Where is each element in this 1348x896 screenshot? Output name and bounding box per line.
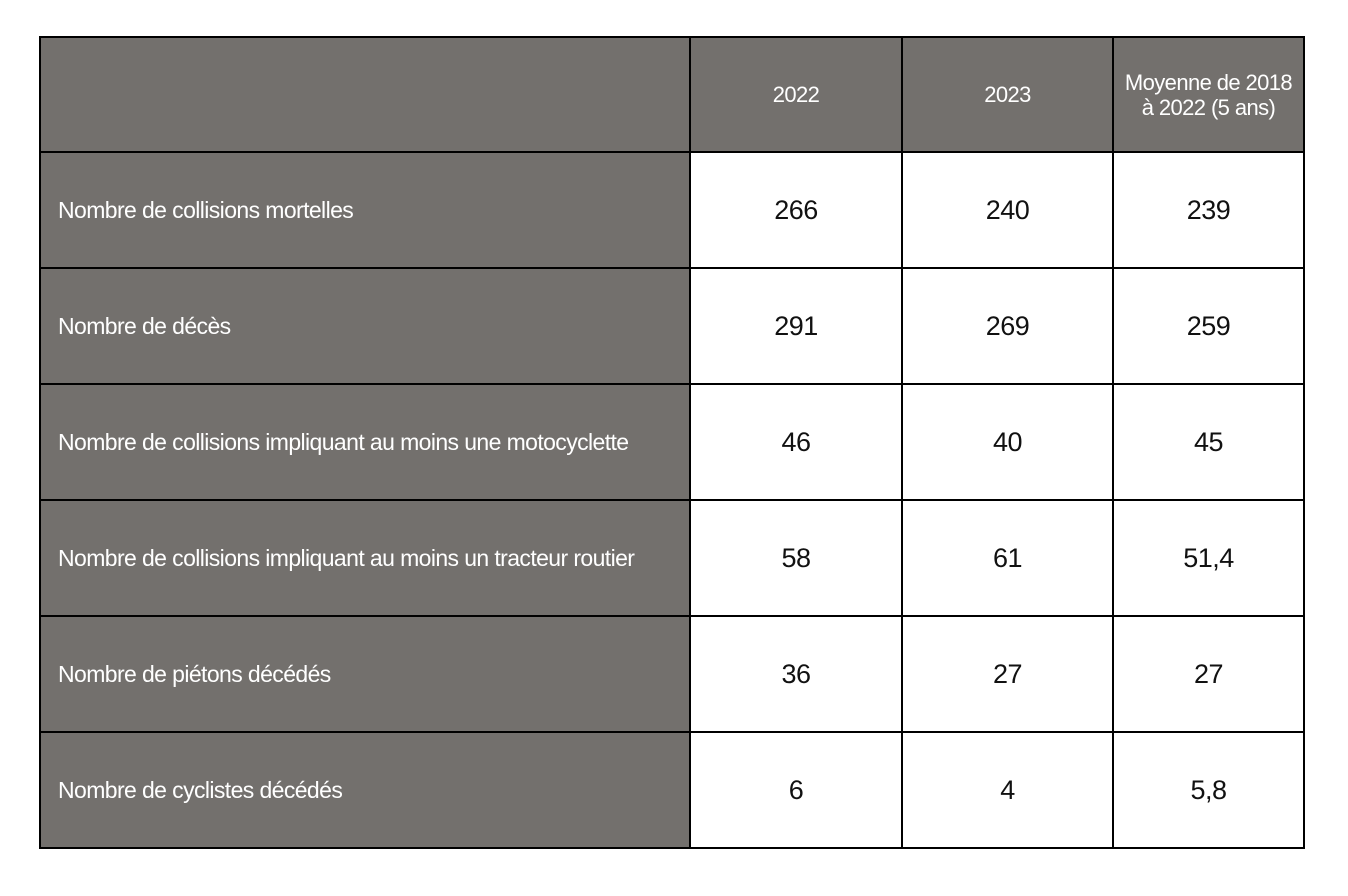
cell-2023: 240 (901, 151, 1114, 269)
collision-statistics-table: 2022 2023 Moyenne de 2018 à 2022 (5 ans)… (39, 36, 1305, 849)
table-row: Nombre de collisions impliquant au moins… (39, 383, 1305, 501)
table-body: Nombre de collisions mortelles 266 240 2… (39, 151, 1305, 849)
header-year-2023: 2023 (901, 36, 1114, 153)
cell-2023: 269 (901, 267, 1114, 385)
cell-2022: 6 (689, 731, 903, 849)
header-corner-cell (39, 36, 691, 153)
cell-average: 51,4 (1112, 499, 1305, 617)
cell-2023: 40 (901, 383, 1114, 501)
table-row: Nombre de piétons décédés 36 27 27 (39, 615, 1305, 733)
header-label: 2022 (772, 82, 820, 107)
table-row: Nombre de collisions impliquant au moins… (39, 499, 1305, 617)
table-row: Nombre de décès 291 269 259 (39, 267, 1305, 385)
header-year-2022: 2022 (689, 36, 903, 153)
cell-2022: 266 (689, 151, 903, 269)
cell-2022: 291 (689, 267, 903, 385)
header-label: Moyenne de 2018 à 2022 (5 ans) (1124, 69, 1293, 120)
row-label-deaths: Nombre de décès (39, 267, 691, 385)
collision-statistics-table-wrapper: 2022 2023 Moyenne de 2018 à 2022 (5 ans)… (39, 36, 1305, 849)
header-label: 2023 (984, 82, 1031, 107)
cell-average: 45 (1112, 383, 1305, 501)
row-label-motorcycle-collisions: Nombre de collisions impliquant au moins… (39, 383, 691, 501)
cell-average: 239 (1112, 151, 1305, 269)
row-label-cyclist-deaths: Nombre de cyclistes décédés (39, 731, 691, 849)
header-five-year-average: Moyenne de 2018 à 2022 (5 ans) (1112, 36, 1305, 153)
cell-average: 259 (1112, 267, 1305, 385)
cell-2022: 46 (689, 383, 903, 501)
cell-2023: 4 (901, 731, 1114, 849)
row-label-tractor-collisions: Nombre de collisions impliquant au moins… (39, 499, 691, 617)
row-label-fatal-collisions: Nombre de collisions mortelles (39, 151, 691, 269)
table-row: Nombre de collisions mortelles 266 240 2… (39, 151, 1305, 269)
cell-2022: 58 (689, 499, 903, 617)
cell-2023: 27 (901, 615, 1114, 733)
header-row: 2022 2023 Moyenne de 2018 à 2022 (5 ans) (39, 36, 1305, 153)
table-header: 2022 2023 Moyenne de 2018 à 2022 (5 ans) (39, 36, 1305, 153)
table-row: Nombre de cyclistes décédés 6 4 5,8 (39, 731, 1305, 849)
cell-2022: 36 (689, 615, 903, 733)
cell-average: 27 (1112, 615, 1305, 733)
cell-2023: 61 (901, 499, 1114, 617)
cell-average: 5,8 (1112, 731, 1305, 849)
row-label-pedestrian-deaths: Nombre de piétons décédés (39, 615, 691, 733)
